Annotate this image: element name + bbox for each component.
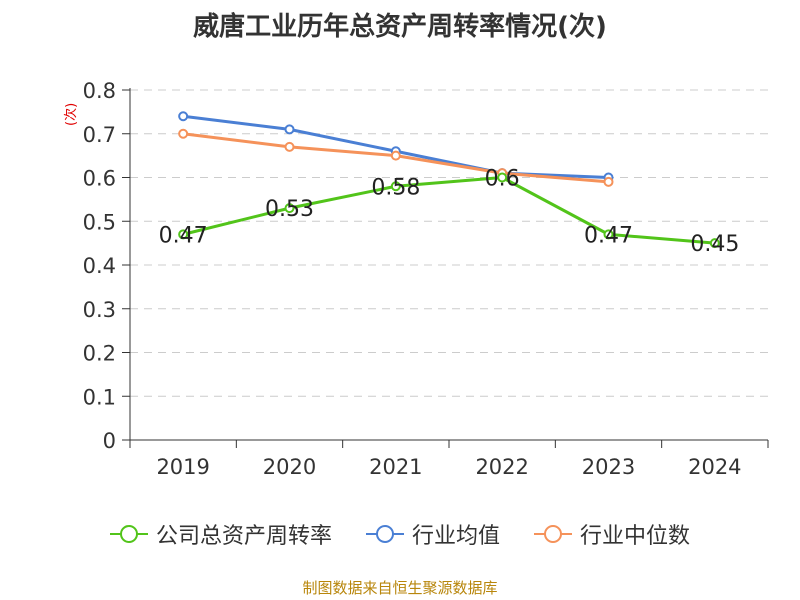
y-tick-label: 0.4 [83,254,116,278]
y-tick-label: 0.2 [83,342,116,366]
series-point-2 [603,176,614,187]
legend-marker-industry-mean [365,525,404,543]
legend-item-industry-mean[interactable]: 行业均值 [365,518,500,550]
x-tick-label: 2022 [475,455,528,479]
y-tick-label: 0 [103,429,116,453]
x-tick-label: 2019 [156,455,209,479]
data-label: 0.53 [265,197,314,222]
data-label: 0.6 [485,167,520,192]
series-point-1 [178,111,189,122]
series-point-2 [390,150,401,161]
y-tick-label: 0.1 [83,385,116,409]
source-note: 制图数据来自恒生聚源数据库 [302,579,498,597]
series-point-2 [178,128,189,139]
legend-marker-company [109,525,148,543]
legend-item-industry-median[interactable]: 行业中位数 [534,518,690,550]
gridlines [130,89,768,397]
series-point-0 [284,203,295,214]
legend-label-industry-mean: 行业均值 [411,524,500,549]
series-layer [178,111,720,249]
legend-label-industry-median: 行业中位数 [580,524,691,549]
x-tick-label: 2021 [369,455,422,479]
axes: 0 0.1 0.2 0.3 0.4 0.5 0.6 0.7 0.8 2019 2020 2021 202… [83,79,769,479]
series-point-0 [709,238,720,249]
data-label: 0.47 [159,223,208,248]
legend-label-company: 公司总资产周转率 [155,524,332,549]
y-tick-label: 0.8 [83,79,116,103]
series-point-1 [284,124,295,135]
series-point-0 [603,229,614,240]
y-tick-label: 0.6 [83,167,116,191]
chart-title: 威唐工业历年总资产周转率情况(次) [193,12,607,42]
x-tick-label: 2024 [688,455,741,479]
data-labels: 0.47 0.53 0.58 0.6 0.47 0.45 [159,167,740,258]
series-point-0 [497,172,508,183]
y-tick-label: 0.5 [83,210,116,234]
data-label: 0.45 [690,232,739,257]
y-tick-label: 0.3 [83,298,116,322]
series-point-0 [390,181,401,192]
data-label: 0.47 [584,223,633,248]
data-label: 0.58 [371,175,420,200]
x-tick-label: 2020 [263,455,316,479]
series-line-0 [182,176,715,245]
legend: 公司总资产周转率 行业均值 行业中位数 [0,518,800,550]
series-point-2 [284,141,295,152]
x-tick-label: 2023 [582,455,635,479]
legend-marker-industry-median [534,525,572,543]
y-tick-label: 0.7 [83,123,116,147]
legend-item-company[interactable]: 公司总资产周转率 [109,518,332,550]
series-point-0 [178,229,189,240]
